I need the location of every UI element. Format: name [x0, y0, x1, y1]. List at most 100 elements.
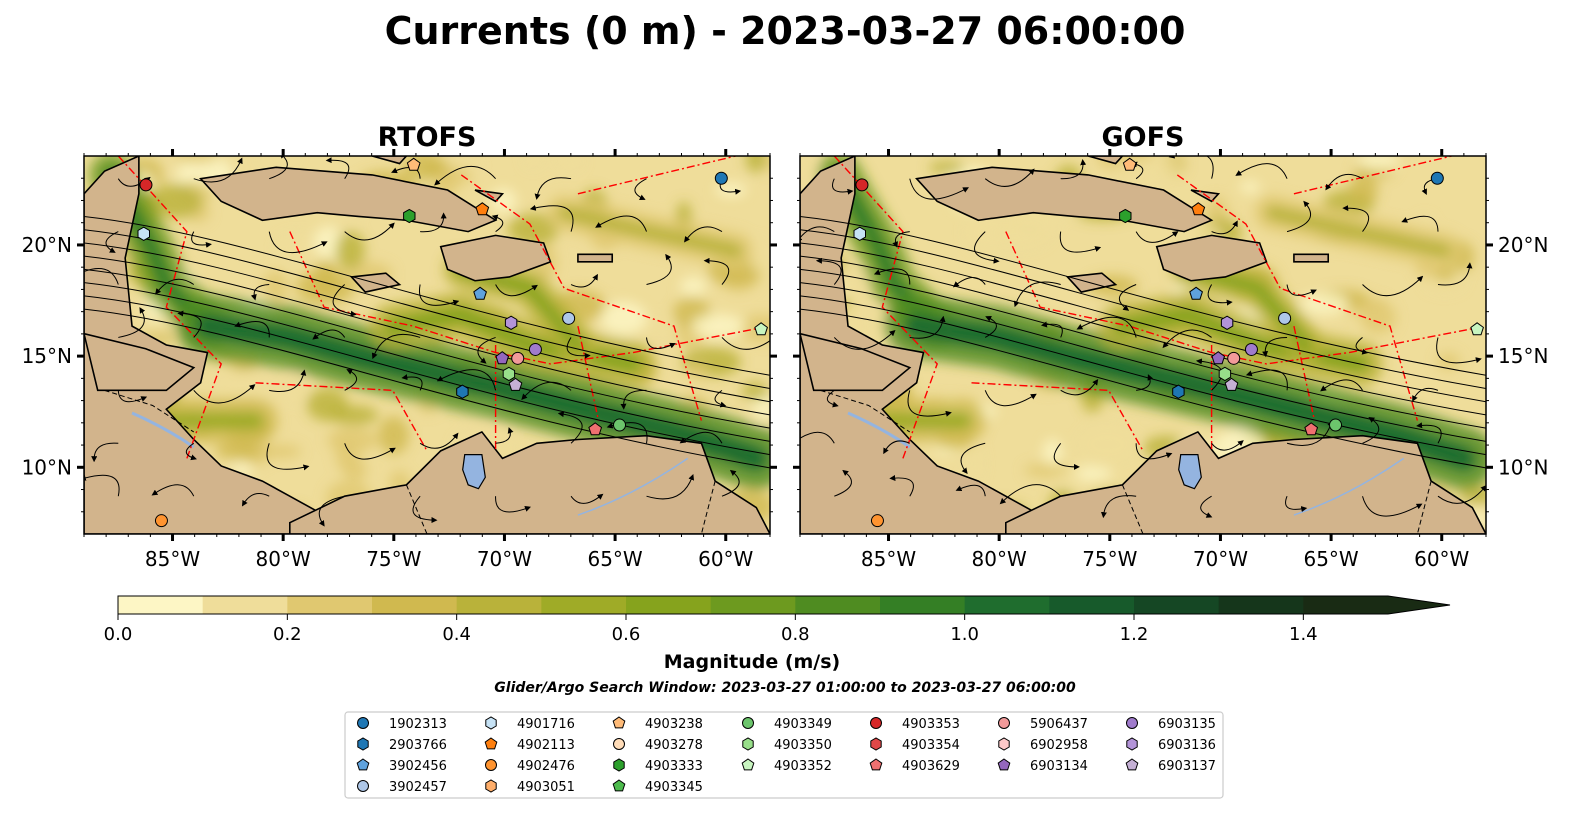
- legend-marker-3902457: [357, 780, 369, 792]
- marker-6903134: [495, 351, 510, 365]
- legend-label: 4903051: [517, 780, 575, 795]
- legend-marker-2903766: [357, 737, 369, 751]
- legend-label: 2903766: [389, 738, 447, 753]
- marker-4902113: [475, 202, 490, 216]
- marker-4902476: [870, 514, 884, 528]
- colorbar-bin: [1218, 596, 1304, 614]
- y-tick-label: 20°N: [22, 233, 72, 257]
- marker-4903349: [613, 418, 627, 432]
- legend-marker-4903333: [613, 758, 625, 772]
- legend-marker-6902958: [998, 737, 1010, 751]
- x-tick-label: 80°W: [256, 547, 311, 571]
- streamlines: [84, 156, 770, 527]
- legend-label: 6902958: [1030, 738, 1088, 753]
- legend-marker-4903278: [613, 738, 625, 750]
- eez-boundaries: [833, 156, 1486, 459]
- colorbar-tick-label: 1.4: [1289, 624, 1318, 645]
- legend-label: 4903345: [645, 780, 703, 795]
- land: [800, 156, 1486, 534]
- colorbar-tick-label: 0.4: [442, 624, 471, 645]
- marker-1902313: [1430, 171, 1444, 185]
- marker-6903136: [504, 315, 518, 330]
- colorbar-bin: [1134, 596, 1220, 614]
- marker-4903629: [1304, 422, 1319, 436]
- marker-4903238: [406, 157, 421, 171]
- x-tick-label: 65°W: [587, 547, 642, 571]
- colorbar-bin: [287, 596, 373, 614]
- panel-title: RTOFS: [378, 122, 477, 153]
- legend-box: [344, 711, 1224, 799]
- colorbar: 0.0 0.2 0.4 0.6 0.8 1.0 1.2 1.4: [104, 595, 1451, 645]
- legend-label: 3902457: [389, 780, 447, 795]
- legend-marker-5906437: [998, 717, 1010, 729]
- legend-marker-4903354: [870, 737, 882, 751]
- marker-6903137: [1224, 377, 1239, 391]
- legend-label: 1902313: [389, 717, 447, 732]
- legend-marker-6903137: [1125, 758, 1139, 771]
- x-tick-label: 85°W: [861, 547, 916, 571]
- legend-marker-4903629: [869, 758, 883, 771]
- legend-marker-6903136: [1126, 737, 1138, 751]
- marker-2903766: [456, 384, 469, 399]
- colorbar-bin: [964, 596, 1050, 614]
- legend-label: 3902456: [389, 759, 447, 774]
- marker-5906437: [1227, 351, 1241, 365]
- marker-4903350: [502, 366, 516, 382]
- colorbar-tick-label: 0.8: [781, 624, 810, 645]
- x-tick-label: 75°W: [366, 547, 421, 571]
- panel-gofs: GOFS 85°W 80°W 75°W 70°W 65°W 60°W 20°N 15°N 10°N: [793, 122, 1548, 571]
- marker-4903238: [1122, 157, 1137, 171]
- legend-marker-4901716: [485, 716, 497, 730]
- legend-marker-3902456: [356, 758, 370, 771]
- legend-label: 6903134: [1030, 759, 1088, 774]
- legend-label: 4903629: [902, 759, 960, 774]
- colorbar-extend-arrow: [1388, 596, 1450, 614]
- marker-5906437: [511, 351, 525, 365]
- panel-frame: [799, 155, 1487, 535]
- legend-label: 4901716: [517, 717, 575, 732]
- marker-6903134: [1211, 351, 1226, 365]
- legend-label: 4903350: [774, 738, 832, 753]
- legend-marker-4903349: [742, 717, 754, 729]
- colorbar-tick-label: 1.2: [1120, 624, 1149, 645]
- legend-marker-4903051: [485, 779, 497, 793]
- marker-4903333: [403, 208, 416, 224]
- marker-3902457: [562, 311, 576, 325]
- colorbar-tick-label: 0.2: [273, 624, 302, 645]
- marker-6903135: [528, 342, 542, 356]
- marker-4901716: [853, 226, 866, 241]
- marker-4903349: [1329, 418, 1343, 432]
- marker-4903352: [1470, 322, 1484, 336]
- legend-marker-6903134: [997, 758, 1011, 771]
- marker-6903137: [508, 377, 523, 391]
- streamlines: [800, 156, 1486, 519]
- marker-6903135: [1244, 342, 1258, 356]
- marker-4903333: [1119, 208, 1132, 224]
- search-window-text: Glider/Argo Search Window: 2023-03-27 01…: [494, 680, 1076, 696]
- panel-frame: [83, 155, 771, 535]
- marker-4903350: [1218, 366, 1232, 382]
- figure-title: Currents (0 m) - 2023-03-27 06:00:00: [385, 9, 1186, 53]
- map-panels: RTOFS 85°W 80°W 75°W 70°W 65°W 60°W 20°N 15°N 10°…: [22, 122, 1549, 571]
- panel-title: GOFS: [1101, 122, 1184, 153]
- legend-marker-4902476: [485, 759, 497, 771]
- colorbar-bin: [1303, 596, 1389, 614]
- legend-marker-4903352: [741, 758, 755, 771]
- marker-2903766: [1172, 384, 1185, 399]
- legend-label: 4902476: [517, 759, 575, 774]
- panel-rtofs: RTOFS 85°W 80°W 75°W 70°W 65°W 60°W 20°N 15°N 10°…: [22, 122, 777, 571]
- legend-marker-1902313: [357, 717, 369, 729]
- y-tick-label: 10°N: [1498, 455, 1548, 479]
- marker-4903353: [139, 178, 153, 192]
- marker-3902456: [473, 286, 487, 300]
- colorbar-bin: [456, 596, 542, 614]
- legend-label: 5906437: [1030, 717, 1088, 732]
- y-tick-label: 15°N: [22, 344, 72, 368]
- legend-label: 6903137: [1158, 759, 1216, 774]
- eez-boundaries: [117, 156, 770, 459]
- legend-marker-4903350: [742, 737, 754, 751]
- x-tick-label: 65°W: [1303, 547, 1358, 571]
- x-tick-label: 85°W: [145, 547, 200, 571]
- colorbar-bin: [626, 596, 712, 614]
- x-tick-label: 80°W: [972, 547, 1027, 571]
